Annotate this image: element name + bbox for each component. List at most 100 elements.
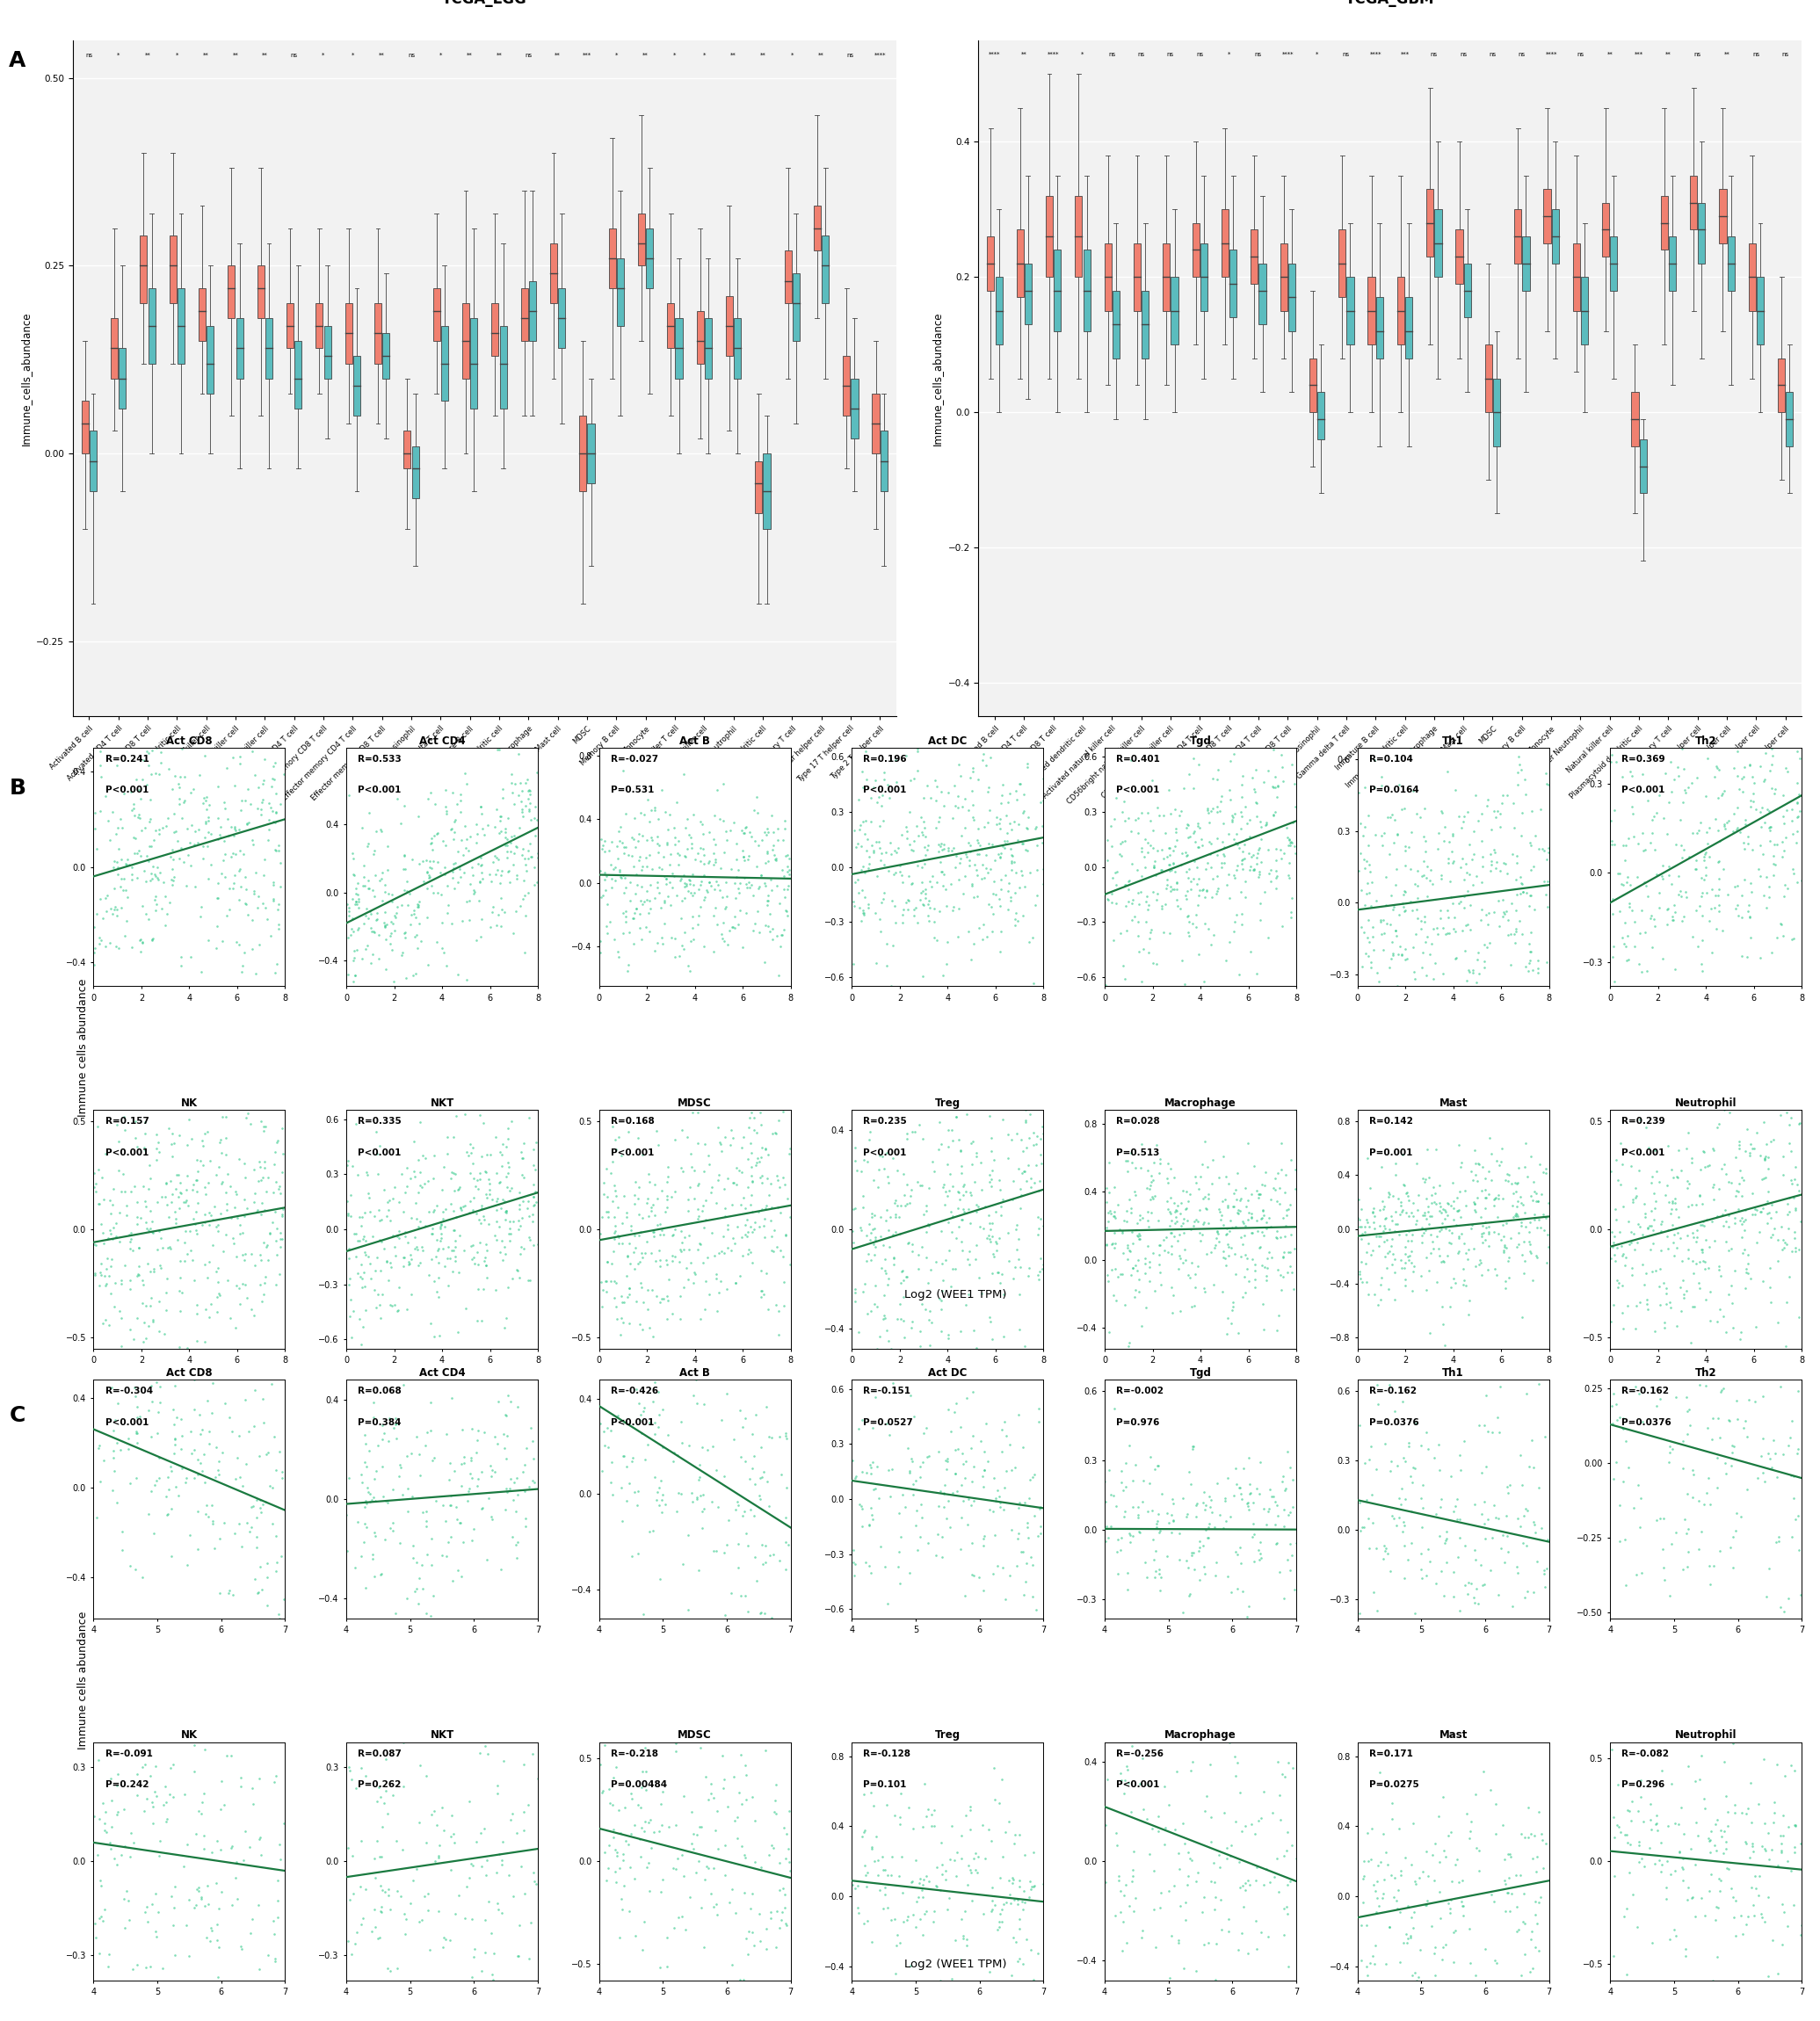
Point	[875, 782, 905, 814]
Point	[1785, 742, 1815, 774]
Point	[1407, 905, 1436, 938]
Point	[138, 1791, 167, 1823]
Point	[730, 816, 759, 849]
Point	[437, 1156, 466, 1188]
Point	[937, 869, 966, 901]
Point	[1441, 994, 1471, 1027]
Point	[1234, 837, 1263, 869]
Point	[335, 891, 364, 924]
Point	[1170, 968, 1199, 1000]
Point	[1421, 1188, 1451, 1221]
Point	[459, 1132, 488, 1164]
Point	[1358, 1940, 1387, 1972]
Point	[258, 1207, 288, 1239]
Point	[1673, 1518, 1702, 1550]
Point	[1196, 827, 1225, 859]
Point	[1461, 944, 1491, 976]
Point	[142, 1878, 171, 1910]
Point	[264, 913, 293, 946]
Text: P<0.001: P<0.001	[863, 1148, 906, 1156]
Point	[961, 1083, 990, 1116]
Point	[138, 1306, 167, 1338]
Point	[115, 1219, 144, 1251]
Point	[1516, 794, 1545, 827]
Point	[925, 1283, 954, 1316]
Point	[113, 843, 142, 875]
Point	[1756, 986, 1785, 1019]
Point	[914, 829, 943, 861]
Point	[981, 1481, 1010, 1514]
Point	[746, 1095, 775, 1128]
Point	[209, 845, 238, 877]
Point	[1731, 833, 1760, 865]
Point	[741, 1207, 770, 1239]
Point	[360, 1560, 389, 1593]
Point	[86, 1247, 115, 1279]
Point	[442, 1504, 471, 1536]
Point	[1006, 1059, 1036, 1091]
Point	[1389, 1362, 1418, 1394]
Text: ****: ****	[1281, 53, 1294, 57]
Point	[1727, 992, 1756, 1025]
Point	[1773, 794, 1802, 827]
Point	[1254, 1920, 1283, 1952]
Point	[977, 1896, 1006, 1928]
Point	[415, 861, 444, 893]
Point	[1598, 1217, 1627, 1249]
Point	[1516, 936, 1545, 968]
Point	[1663, 859, 1693, 891]
Point	[1704, 1805, 1733, 1837]
Point	[1660, 1807, 1689, 1839]
Bar	[228, 265, 235, 317]
Point	[1633, 1287, 1662, 1320]
Point	[1496, 1223, 1525, 1255]
Point	[1005, 1223, 1034, 1255]
Point	[1742, 1192, 1771, 1225]
Point	[914, 1172, 943, 1205]
Point	[1023, 1520, 1052, 1552]
Point	[633, 1328, 662, 1360]
Point	[510, 1748, 539, 1781]
Point	[138, 1304, 167, 1336]
Point	[648, 1219, 677, 1251]
Point	[655, 889, 684, 922]
Text: *: *	[615, 53, 617, 59]
Point	[945, 891, 974, 924]
Point	[1274, 829, 1303, 861]
Point	[1269, 1200, 1298, 1233]
Point	[80, 796, 109, 829]
Point	[495, 1207, 524, 1239]
Bar	[1318, 392, 1325, 439]
Point	[1523, 956, 1552, 988]
Point	[511, 1433, 541, 1465]
Point	[96, 1249, 126, 1281]
Point	[764, 1847, 794, 1880]
Point	[1722, 709, 1751, 742]
Point	[413, 1417, 442, 1449]
Point	[1003, 825, 1032, 857]
Point	[382, 1825, 411, 1857]
Point	[1629, 1354, 1658, 1386]
Point	[739, 1194, 768, 1227]
Point	[482, 841, 511, 873]
Point	[1774, 1328, 1804, 1360]
Point	[1714, 1166, 1744, 1198]
Point	[377, 918, 406, 950]
Point	[266, 1435, 295, 1467]
Point	[266, 1170, 295, 1202]
Point	[701, 1257, 730, 1289]
Point	[1208, 1797, 1238, 1829]
Point	[1236, 1869, 1265, 1902]
Point	[517, 1085, 546, 1118]
Point	[903, 810, 932, 843]
Point	[773, 851, 803, 883]
Point	[1401, 1407, 1431, 1439]
Point	[187, 891, 217, 924]
Point	[1673, 1380, 1702, 1413]
Point	[184, 1871, 213, 1904]
Point	[1192, 1237, 1221, 1269]
Point	[606, 861, 635, 893]
Point	[713, 930, 743, 962]
Point	[1372, 861, 1401, 893]
Bar	[996, 277, 1003, 346]
